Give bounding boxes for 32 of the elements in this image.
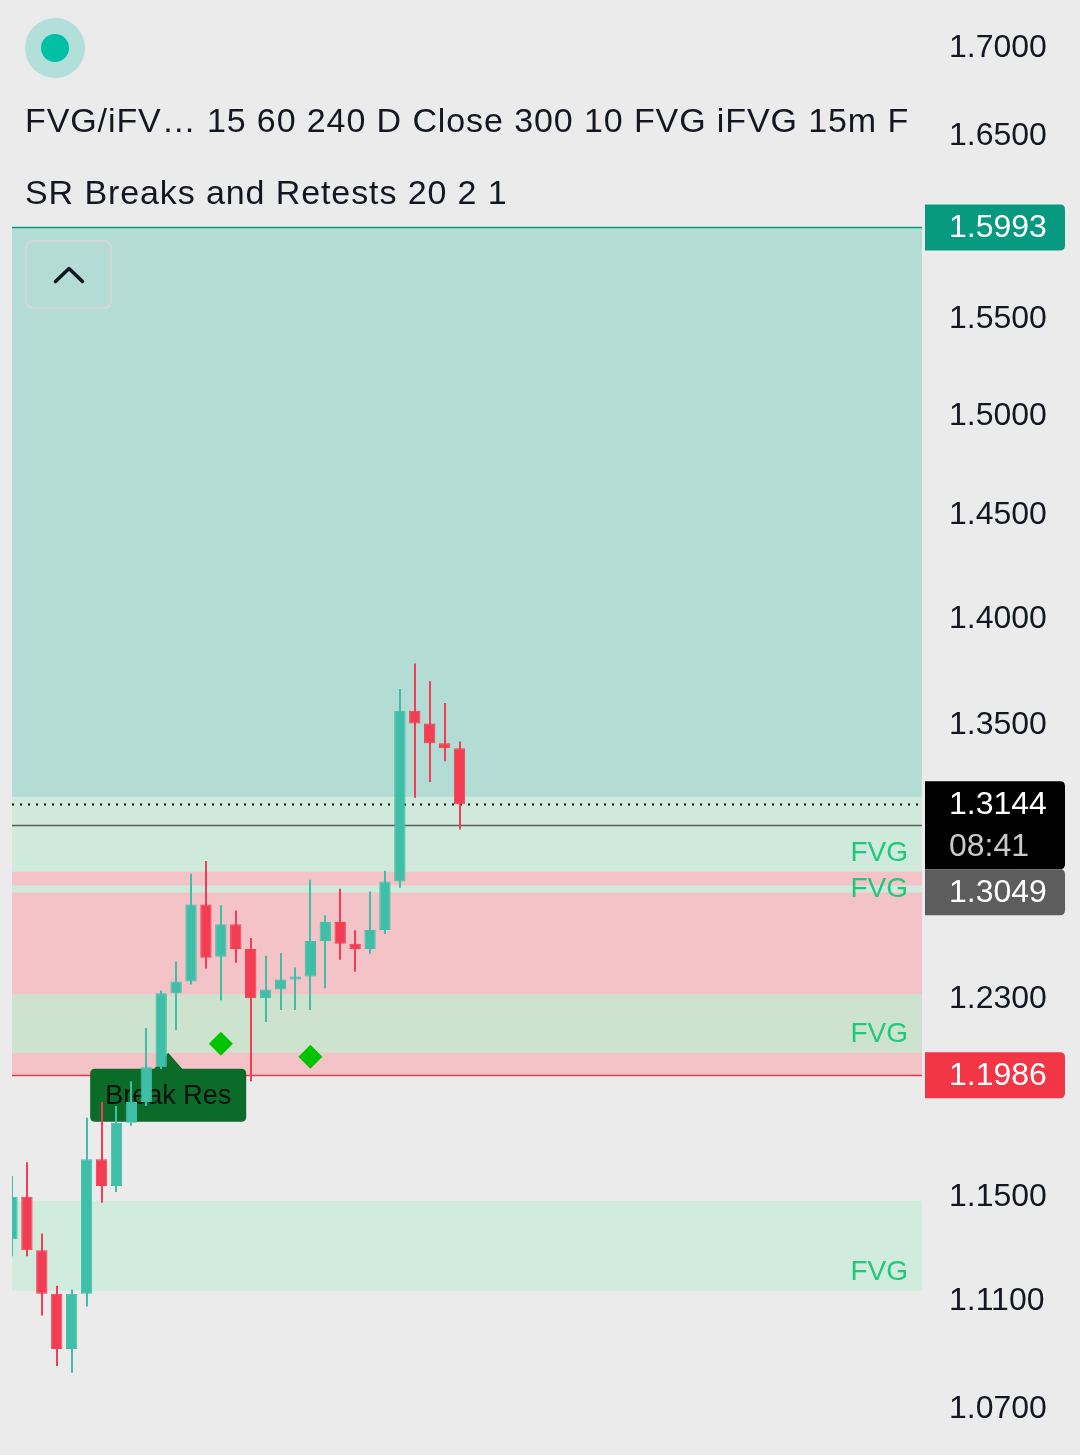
y-tick-label: 1.1100 [949,1280,1045,1317]
y-tick-label: 1.6500 [949,115,1047,152]
candlestick [424,681,436,782]
candlestick [438,702,451,762]
candlestick [364,891,376,954]
y-tick-label: 1.0700 [949,1388,1047,1425]
text: FVG/iFV… 15 60 240 D Close 300 10 FVG iFVG 15m F [25,100,910,140]
ref-line-label: 1.3049 [949,872,1047,909]
y-tick-label: 1.7000 [949,27,1047,64]
ref-line-label: 1.3144 08:41 [949,784,1047,863]
band-label: FVG [850,1017,908,1049]
y-tick-label: 1.1500 [949,1176,1047,1213]
candlestick [319,915,331,989]
candlestick [334,888,346,960]
y-tick-label: 1.3500 [949,705,1047,742]
band-label: FVG [850,871,908,903]
y-tick-label: 1.2300 [949,979,1047,1016]
band-label: FVG [850,1255,908,1287]
text: SR Breaks and Retests 20 2 1 [25,172,508,212]
band-label: FVG [850,836,908,868]
candlestick [274,952,287,1011]
candlestick [409,663,421,798]
y-tick-label: 1.5500 [949,299,1047,336]
candlestick [349,930,361,972]
y-tick-label: 1.4000 [949,598,1047,635]
candlestick [259,955,272,1023]
candlestick [170,961,182,1030]
y-tick-label: 1.4500 [949,495,1047,532]
y-tick-label: 1.5000 [949,395,1047,432]
ref-line-label: 1.5993 [949,208,1047,245]
candlestick [230,910,242,963]
ref-line-label: 1.1986 [949,1056,1047,1093]
